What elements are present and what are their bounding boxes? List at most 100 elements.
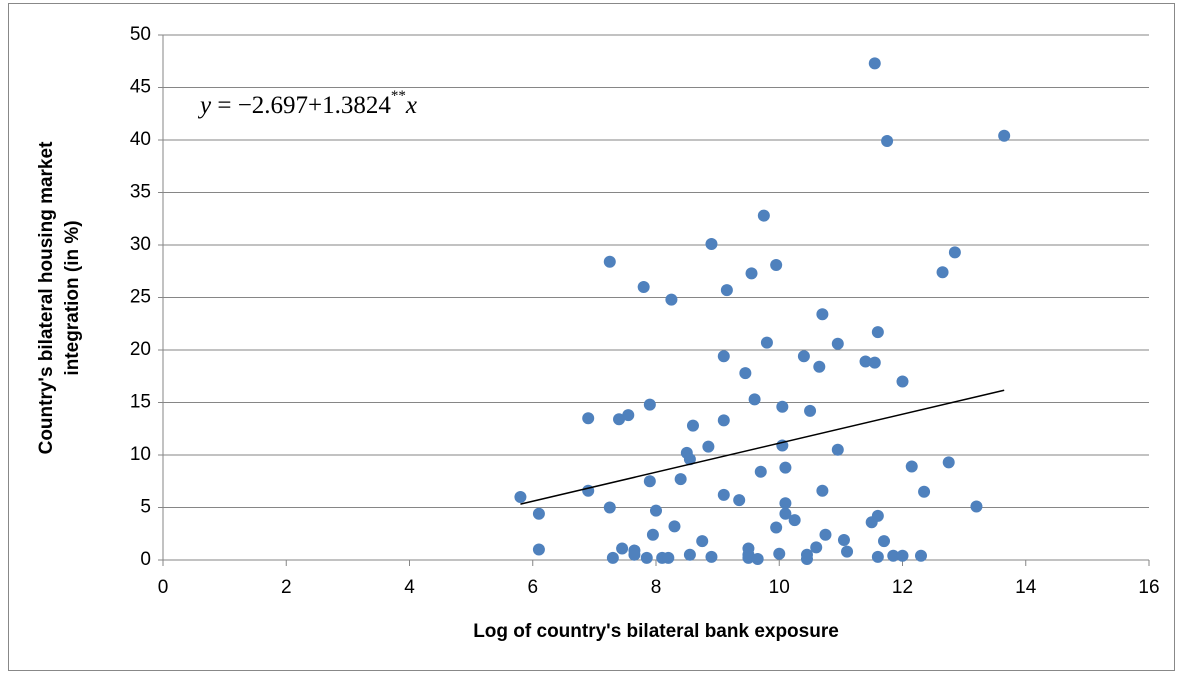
point (637, 281, 650, 293)
point (622, 409, 635, 422)
trend-line (520, 389, 1005, 505)
y-tick-label: 30 (130, 234, 151, 255)
x-tick-label: 16 (1138, 577, 1159, 598)
point (643, 398, 656, 411)
point (674, 473, 687, 486)
point (696, 535, 709, 548)
point (804, 404, 817, 417)
point (779, 497, 792, 510)
point (643, 475, 656, 488)
point (770, 258, 783, 271)
x-tick-label: 2 (281, 577, 292, 598)
point (603, 501, 616, 514)
point (532, 507, 545, 520)
y-tick-label: 15 (130, 392, 151, 413)
point (751, 552, 764, 565)
point (918, 485, 931, 498)
point (816, 484, 829, 497)
point (760, 336, 773, 349)
y-axis-title: Country's bilateral housing market (36, 141, 57, 454)
point (819, 528, 832, 541)
point (733, 494, 746, 507)
x-tick-label: 0 (158, 577, 169, 598)
point (640, 551, 653, 564)
point (779, 461, 792, 474)
point (628, 548, 641, 561)
x-tick-label: 10 (769, 577, 790, 598)
point (871, 550, 884, 563)
point (936, 266, 949, 279)
point (942, 456, 955, 469)
point (748, 393, 761, 406)
equation: y = −2.697+1.3824**x (197, 88, 417, 118)
point (739, 367, 752, 380)
point (800, 552, 813, 565)
point (668, 520, 681, 533)
point (878, 535, 891, 548)
y-tick-label: 50 (130, 24, 151, 45)
point (683, 548, 696, 561)
y-tick-label: 35 (130, 182, 151, 203)
point (779, 507, 792, 520)
x-tick-label: 12 (892, 577, 913, 598)
point (720, 284, 733, 297)
point (776, 400, 789, 413)
point (616, 542, 629, 555)
point (705, 550, 718, 563)
x-tick-label: 14 (1015, 577, 1037, 598)
point (887, 549, 900, 562)
point (837, 534, 850, 547)
point (717, 414, 730, 427)
point (683, 453, 696, 466)
point (948, 246, 961, 259)
y-tick-label: 40 (130, 129, 151, 150)
y-tick-label: 25 (130, 287, 151, 308)
point (770, 521, 783, 534)
x-tick-label: 6 (527, 577, 538, 598)
point (773, 547, 786, 560)
point (797, 350, 810, 363)
point (745, 267, 758, 280)
point (717, 488, 730, 501)
point (831, 443, 844, 456)
point (816, 308, 829, 321)
point (742, 542, 755, 555)
point (705, 237, 718, 250)
point (841, 545, 854, 558)
point (646, 528, 659, 541)
point (650, 504, 662, 517)
point (859, 355, 872, 368)
y-axis-title: integration (in %) (62, 220, 83, 375)
point (813, 360, 826, 373)
y-tick-label: 20 (130, 339, 151, 360)
x-tick-label: 4 (404, 577, 415, 598)
point (905, 460, 918, 473)
point (788, 514, 801, 527)
point (871, 509, 884, 522)
point (582, 412, 595, 425)
point (603, 255, 616, 268)
point (868, 356, 881, 369)
point (868, 57, 881, 70)
point (686, 419, 699, 432)
x-tick-label: 8 (651, 577, 662, 598)
point (757, 209, 770, 222)
point (881, 135, 894, 148)
point (998, 129, 1011, 142)
y-tick-label: 45 (130, 77, 151, 98)
point (665, 293, 678, 306)
y-tick-label: 10 (130, 444, 151, 465)
y-tick-label: 0 (140, 549, 151, 570)
point (831, 337, 844, 350)
point (970, 500, 983, 513)
point (514, 491, 527, 503)
point (662, 551, 675, 564)
chart-border (8, 3, 1175, 671)
point (871, 326, 884, 339)
y-tick-label: 5 (140, 497, 151, 518)
point (754, 465, 767, 478)
point (810, 541, 823, 554)
point (702, 440, 715, 453)
point (914, 549, 927, 562)
